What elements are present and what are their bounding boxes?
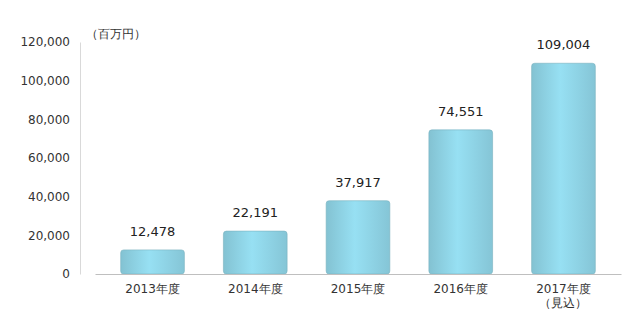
y-axis-line — [80, 43, 81, 275]
x-tick: 2014年度 — [228, 274, 283, 296]
x-tick-label: 2015年度 — [331, 282, 386, 296]
data-label: 37,917 — [335, 175, 381, 190]
data-label: 109,004 — [537, 37, 591, 52]
y-tick: 20,000 — [28, 229, 80, 243]
data-label: 22,191 — [233, 205, 279, 220]
y-tick: 0 — [62, 267, 80, 281]
y-tick: 100,000 — [20, 74, 80, 88]
bars — [121, 63, 596, 274]
data-label: 74,551 — [438, 104, 484, 119]
x-tick: 2017年度（見込） — [536, 274, 591, 310]
x-tick: 2016年度 — [433, 274, 488, 296]
y-tick: 60,000 — [28, 151, 80, 165]
bar — [429, 130, 493, 274]
x-tick-label: 2017年度（見込） — [536, 282, 591, 310]
bar — [223, 231, 287, 274]
y-tick-label: 120,000 — [20, 35, 70, 49]
y-tick-label: 0 — [62, 267, 70, 281]
x-tick-label: 2016年度 — [433, 282, 488, 296]
y-tick-label: 60,000 — [28, 151, 70, 165]
x-tick: 2015年度 — [331, 274, 386, 296]
bar — [326, 201, 390, 274]
unit-title: （百万円） — [86, 27, 146, 41]
x-axis-line — [96, 274, 622, 275]
x-tick-label: 2014年度 — [228, 282, 283, 296]
y-tick-label: 40,000 — [28, 190, 70, 204]
chart: 0 20,000 40,000 60,000 80,000 100,000 120,000 2… — [0, 0, 639, 322]
bar — [121, 250, 185, 274]
x-tick-label-line: 2016年度 — [433, 282, 488, 296]
x-tick-label: 2013年度 — [125, 282, 180, 296]
x-tick-label-line: 2013年度 — [125, 282, 180, 296]
x-tick: 2013年度 — [125, 274, 180, 296]
y-tick: 120,000 — [20, 35, 80, 49]
y-axis: 0 20,000 40,000 60,000 80,000 100,000 120,000 — [20, 35, 80, 281]
x-axis: 2013年度 2014年度 2015年度 2016年度 2017年度（見込） — [96, 274, 622, 310]
x-tick-label-line: 2015年度 — [331, 282, 386, 296]
x-tick-label-line: 2017年度 — [536, 282, 591, 296]
x-tick-label-line: 2014年度 — [228, 282, 283, 296]
data-labels: 12,478 22,191 37,917 74,551 109,004 — [130, 37, 591, 239]
y-tick-label: 80,000 — [28, 113, 70, 127]
x-tick-label-line: （見込） — [539, 296, 587, 310]
y-tick: 40,000 — [28, 190, 80, 204]
data-label: 12,478 — [130, 224, 176, 239]
y-tick-label: 20,000 — [28, 229, 70, 243]
y-tick-label: 100,000 — [20, 74, 70, 88]
y-tick: 80,000 — [28, 113, 80, 127]
bar — [532, 63, 596, 274]
